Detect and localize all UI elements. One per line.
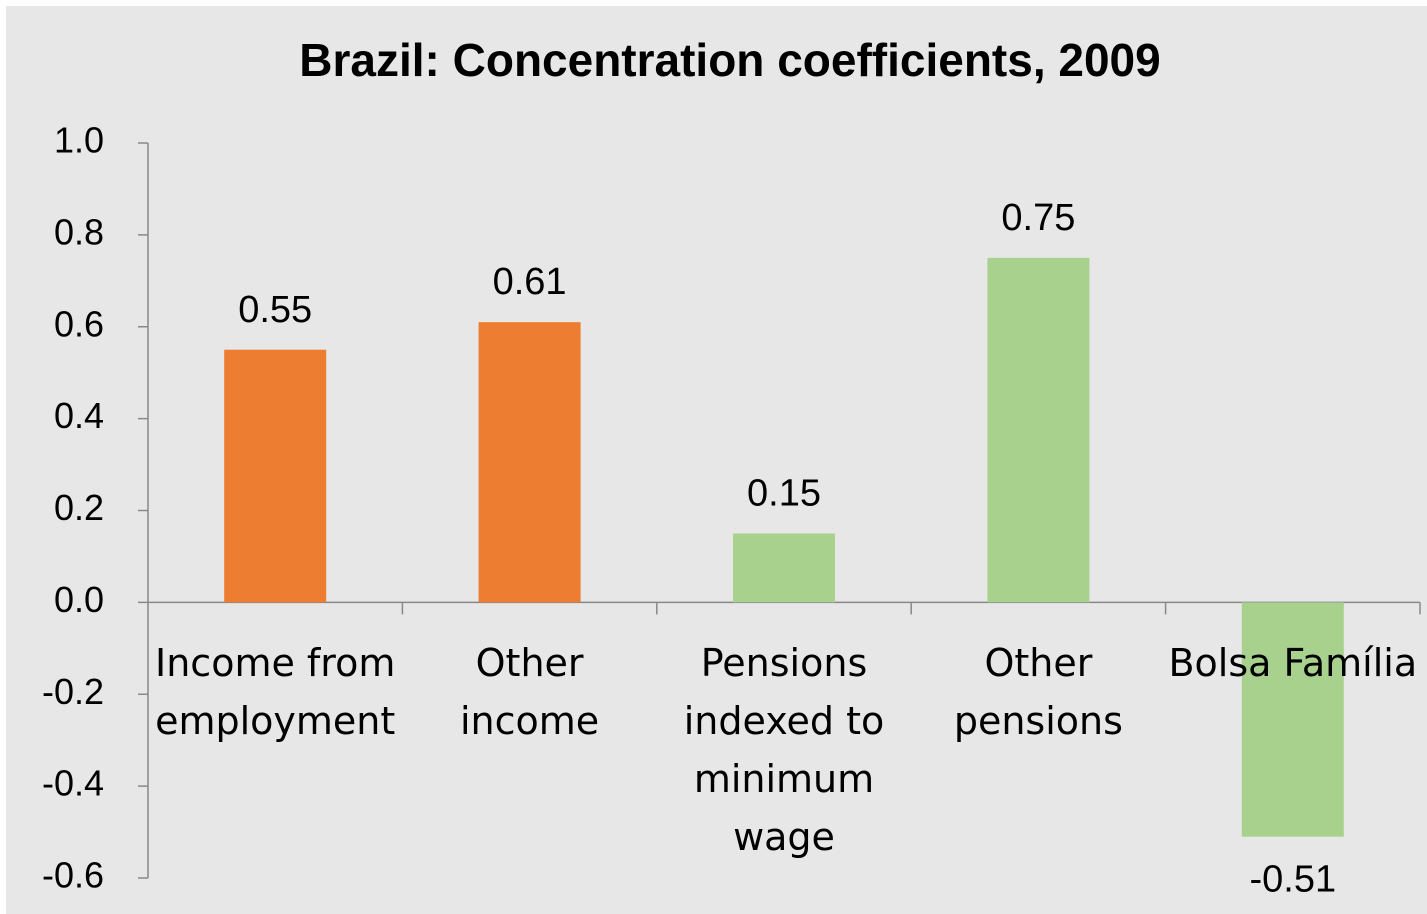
data-label: 0.61 (493, 261, 567, 303)
bar (733, 533, 835, 603)
y-tick-label: 0.6 (54, 303, 104, 344)
x-tick-label: Other income (460, 641, 600, 743)
y-tick-label: 1.0 (54, 120, 104, 161)
y-tick-label: 0.4 (54, 395, 104, 436)
bar (478, 322, 581, 603)
x-tick-label: Income from employment (155, 641, 396, 743)
x-tick-label-box: Pensions indexed to minimum wage (683, 641, 885, 859)
x-tick-label-box: Bolsa Família (1168, 641, 1418, 685)
data-label: 0.55 (238, 289, 312, 331)
bar (1241, 602, 1344, 837)
bar (987, 257, 1090, 603)
chart-title: Brazil: Concentration coefficients, 2009 (299, 34, 1160, 86)
y-tick-label: -0.2 (42, 671, 104, 712)
data-label: -0.51 (1249, 859, 1336, 901)
x-tick-label: Other pensions (953, 641, 1123, 743)
y-tick-label: 0.8 (54, 211, 104, 252)
x-tick-label: Bolsa Família (1168, 641, 1418, 685)
x-tick-label-box: Other pensions (953, 641, 1123, 743)
data-label: 0.15 (747, 473, 821, 515)
y-tick-label: -0.4 (42, 763, 104, 804)
y-tick-label: 0.0 (54, 579, 104, 620)
y-tick-label: -0.6 (42, 855, 104, 896)
x-tick-label-box: Income from employment (155, 641, 396, 743)
data-label: 0.75 (1001, 197, 1075, 239)
bar (224, 349, 327, 603)
y-tick-label: 0.2 (54, 487, 104, 528)
x-tick-label: Pensions indexed to minimum wage (683, 641, 885, 859)
x-tick-label-box: Other income (460, 641, 600, 743)
